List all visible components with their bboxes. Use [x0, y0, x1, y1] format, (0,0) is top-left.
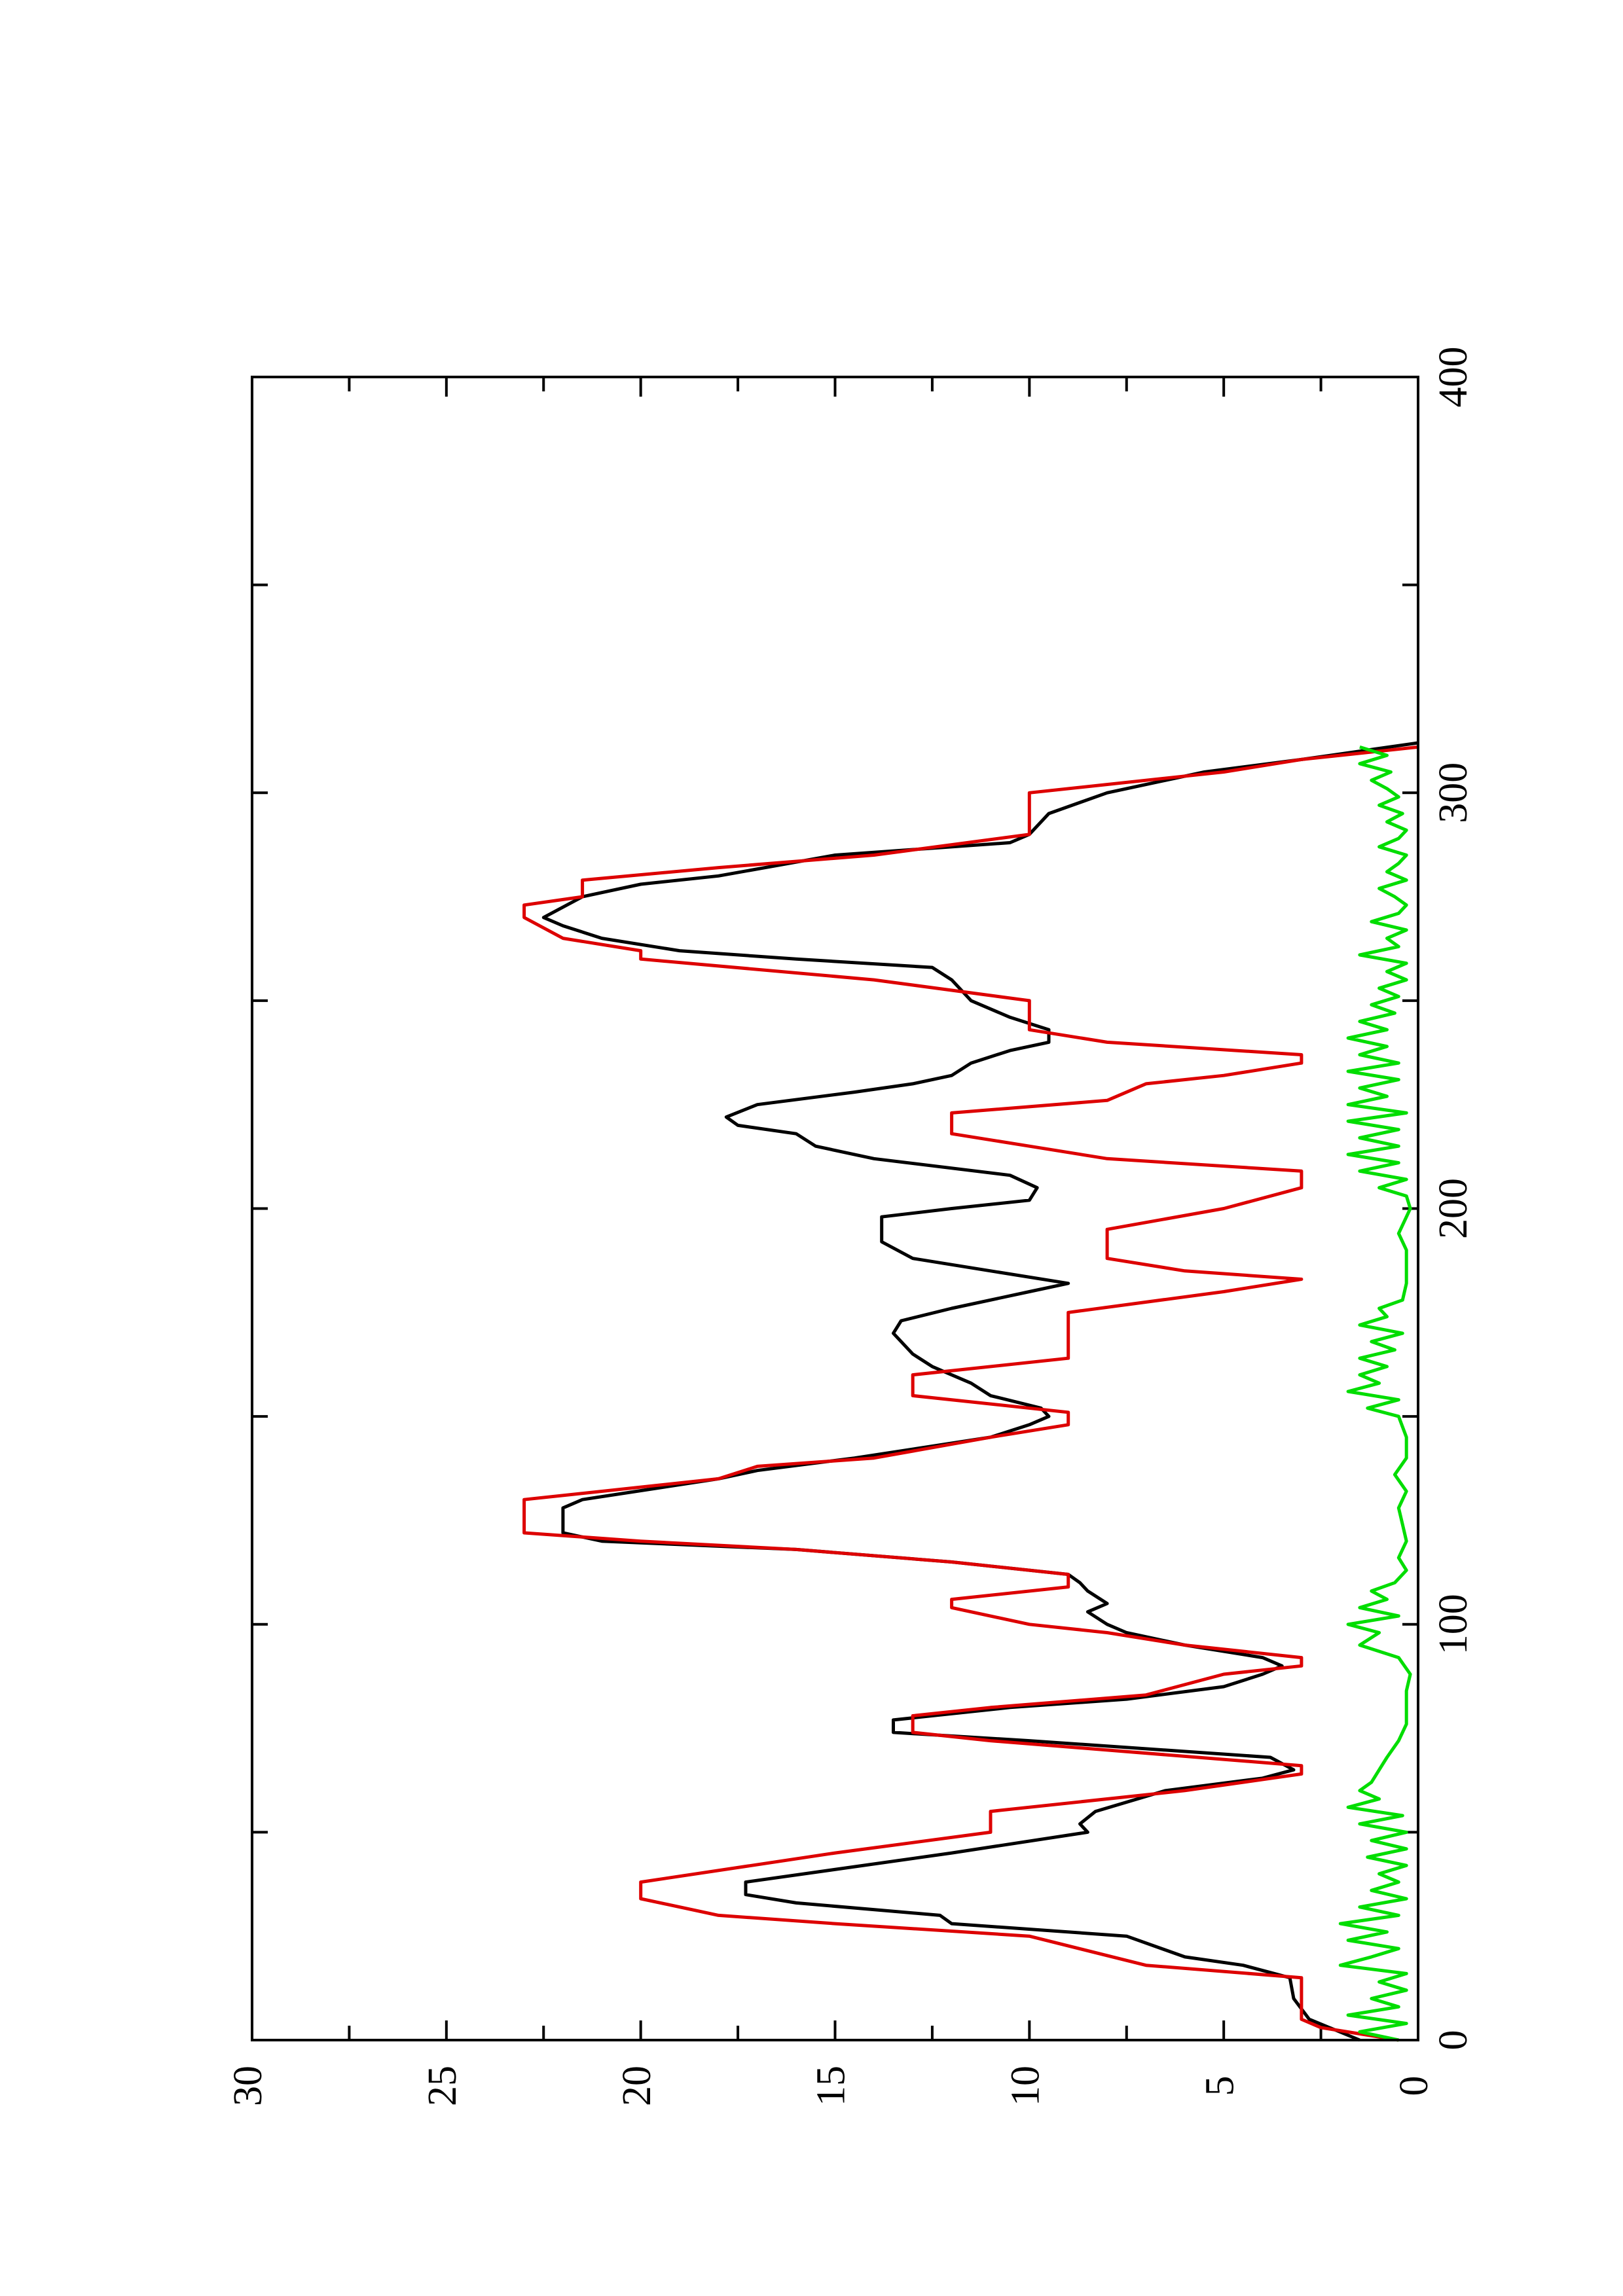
series-group — [522, 741, 1419, 2042]
y-tick-label: 0 — [1392, 2076, 1436, 2096]
x-tick-label: 400 — [1431, 347, 1476, 408]
series-line-red — [522, 745, 1419, 2042]
y-tick-label: 30 — [226, 2066, 270, 2106]
series-line-green — [1338, 745, 1412, 2042]
y-tick-label: 20 — [615, 2066, 659, 2106]
y-tick-label: 5 — [1197, 2076, 1242, 2096]
series-line-black — [541, 741, 1419, 2042]
plot-frame — [251, 376, 1419, 2041]
y-tick-label: 25 — [420, 2066, 465, 2106]
x-tick-label: 300 — [1431, 762, 1476, 823]
y-tick-label: 10 — [1004, 2066, 1048, 2106]
x-tick-label: 200 — [1431, 1178, 1476, 1239]
tick-labels: 0 100 200 300 400 0 5 10 15 20 25 30 — [226, 347, 1476, 2107]
axis-ticks — [251, 376, 1419, 2041]
y-tick-label: 15 — [809, 2066, 854, 2106]
x-tick-label: 100 — [1431, 1594, 1476, 1655]
x-tick-label: 0 — [1431, 2030, 1476, 2051]
